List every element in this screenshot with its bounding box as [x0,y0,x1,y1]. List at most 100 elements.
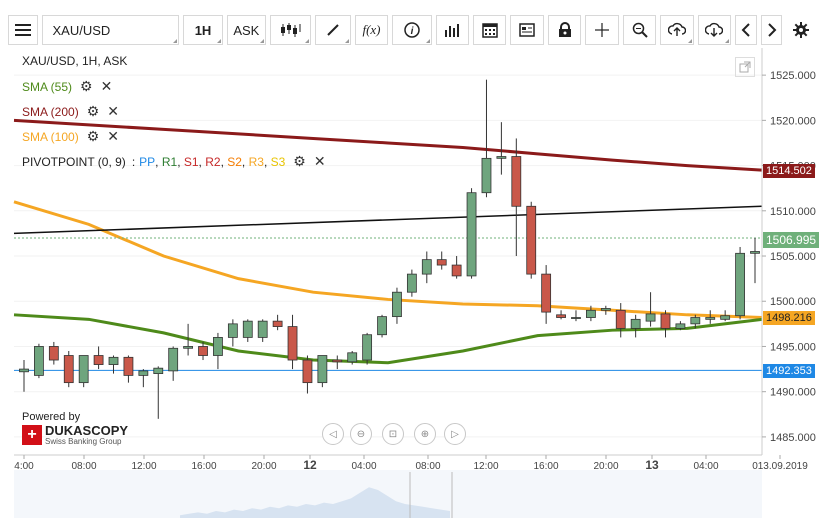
candle [168,346,179,381]
candle-body [585,309,596,318]
candle-body [556,314,566,318]
candle [78,355,89,388]
hamburger-icon [14,24,31,36]
side-select[interactable]: ASK [226,15,267,45]
scroll-right-button[interactable]: ▷ [444,423,466,445]
toolbar: XAU/USD 1H ASK f(x) i [8,8,820,52]
pivot-r2: R2 [205,154,221,169]
candle-body [392,291,402,318]
timeframe-select[interactable]: 1H [183,15,223,45]
fit-button[interactable]: ⊡ [382,423,404,445]
candle-body [571,317,581,319]
zoom-out-button[interactable]: ⊖ [350,423,372,445]
price-tag-sma100: 1498.216 [763,311,815,325]
candle [198,341,208,361]
candle [585,305,596,322]
gear-icon[interactable]: ⚙ [293,153,306,169]
brand-logo[interactable]: + DUKASCOPY Swiss Banking Group [22,424,128,446]
menu-button[interactable] [8,15,38,45]
indicator-lines [13,118,763,371]
price-tag-pp: 1492.353 [763,364,815,378]
candle [34,343,44,379]
candle-body [63,355,74,384]
scroll-left-icon: ◁ [329,428,337,440]
zoom-in-button[interactable]: ⊕ [414,423,436,445]
candle [571,310,581,322]
settings-button[interactable] [786,15,816,45]
candle-body [227,323,238,338]
crosshair-icon [595,23,610,37]
pivot-s2: S2 [227,154,242,169]
indicators-button[interactable] [435,15,469,45]
candle-body [466,192,477,277]
close-icon[interactable]: ✕ [107,128,119,144]
candle [183,323,194,356]
candle-body [347,352,358,363]
zoom-in-icon: ⊕ [420,428,430,440]
bar-chart-icon [445,24,460,37]
candle [496,122,507,175]
scroll-left-button[interactable]: ◁ [322,423,344,445]
prev-button[interactable] [735,15,757,45]
pivot-pp: PP [139,154,156,169]
draw-button[interactable] [315,15,351,45]
close-icon[interactable]: ✕ [313,153,326,169]
candle [436,251,447,270]
close-icon[interactable]: ✕ [100,78,113,94]
candle-body [153,367,164,375]
gear-icon[interactable]: ⚙ [86,128,100,144]
symbol-select[interactable]: XAU/USD [41,15,180,45]
time-tick-label: 12 [303,458,317,472]
candle [630,314,641,338]
upload-icon [667,22,686,36]
gear-icon[interactable]: ⚙ [80,78,93,94]
pivot-sep: : [131,154,136,169]
lock-button[interactable] [547,15,582,45]
candle-body [198,346,208,356]
candle [93,346,104,370]
zoom-out-icon: ⊖ [356,428,366,440]
candle [541,265,552,324]
candle-body [481,157,492,194]
price-tag-sma200: 1514.502 [763,164,815,178]
candle-body [78,355,89,384]
function-button[interactable]: f(x) [354,15,389,45]
zoom-button[interactable] [622,15,657,45]
crosshair-button[interactable] [585,15,619,45]
indicator-label: SMA (55) [22,79,73,94]
candle-body [168,347,179,372]
candle [406,269,417,297]
close-icon[interactable]: ✕ [107,103,119,119]
candle [392,287,402,324]
candle [705,310,716,324]
candle-body [48,346,59,361]
maximize-button[interactable] [735,57,755,77]
candle [347,350,358,365]
price-axis: 1525.0001520.0001515.0001510.0001505.000… [761,48,816,455]
indicator-label: SMA (100) [22,129,79,144]
prev-icon [741,23,750,37]
candle-body [645,313,656,322]
info-button[interactable]: i [392,15,432,45]
gear-icon[interactable]: ⚙ [86,103,100,119]
pivot-r3: R3 [248,154,264,169]
candle [48,341,59,365]
candle [19,360,29,392]
candle-body [421,259,432,275]
candle-type-button[interactable] [270,15,312,45]
candle-body [615,309,626,329]
upload-button[interactable] [660,15,694,45]
document-button[interactable] [510,15,544,45]
candle-body [332,359,343,363]
price-tick-label: 1505.000 [770,251,816,263]
download-button[interactable] [697,15,732,45]
time-tick-label: 08:00 [71,461,96,472]
candlestick-type-icon [280,23,301,37]
next-button[interactable] [760,15,783,45]
indicator-label: PIVOTPOINT (0, 9) [22,154,126,169]
calendar-button[interactable] [473,15,507,45]
candle [272,314,283,331]
candle-body [690,317,701,325]
scroll-right-icon: ▷ [451,428,459,440]
